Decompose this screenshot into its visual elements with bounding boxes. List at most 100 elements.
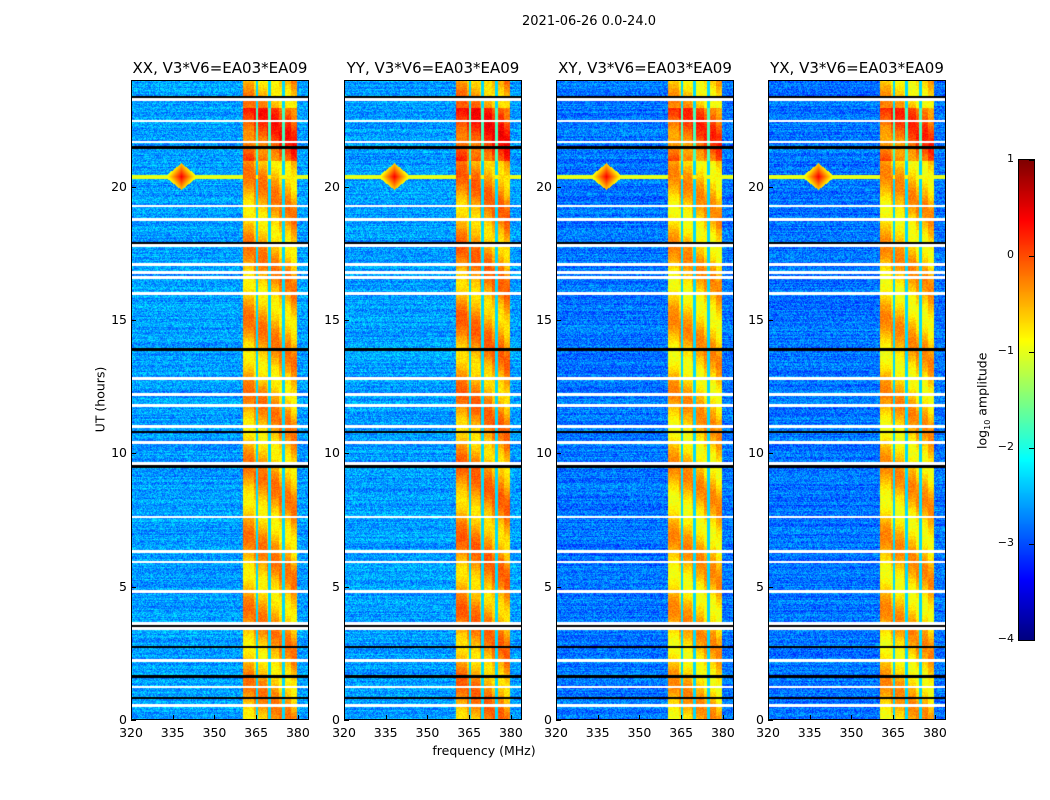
y-tick xyxy=(344,186,349,188)
x-tick xyxy=(469,715,471,720)
x-tick-label: 320 xyxy=(332,725,356,740)
colorbar-tick xyxy=(1029,448,1034,449)
y-tick-label: 20 xyxy=(111,178,127,194)
y-tick xyxy=(768,320,773,321)
y-tick xyxy=(131,586,136,588)
x-tick xyxy=(597,715,599,720)
y-tick-label: 0 xyxy=(544,712,552,727)
x-tick xyxy=(510,715,512,720)
x-tick xyxy=(297,715,299,720)
colorbar-tick xyxy=(1029,640,1034,641)
y-tick xyxy=(344,586,349,588)
x-tick-label: 365 xyxy=(457,725,482,740)
y-tick-label: 0 xyxy=(332,712,340,727)
x-tick xyxy=(556,715,557,720)
y-tick-label: 10 xyxy=(536,445,552,461)
colorbar-label-sub: 10 xyxy=(982,419,992,430)
spectrogram-image xyxy=(769,81,945,719)
y-tick-label: 10 xyxy=(324,445,340,461)
y-tick xyxy=(131,453,136,455)
spectrogram-panel xyxy=(556,80,734,720)
spectrogram-image xyxy=(345,81,521,719)
colorbar-tick-label: −4 xyxy=(997,632,1014,645)
y-tick-label: 20 xyxy=(324,178,340,194)
y-tick xyxy=(344,320,349,321)
panel-title: XX, V3*V6=EA03*EA09 xyxy=(132,59,308,77)
y-tick xyxy=(131,186,136,188)
x-tick xyxy=(722,715,724,720)
x-tick-label: 320 xyxy=(119,725,143,740)
x-axis-label: frequency (MHz) xyxy=(432,743,536,758)
spectrogram-image xyxy=(132,81,308,719)
y-tick xyxy=(768,720,773,721)
x-tick xyxy=(809,715,811,720)
x-tick-label: 335 xyxy=(373,725,398,740)
x-tick-label: 350 xyxy=(627,725,652,740)
x-tick xyxy=(893,715,895,720)
colorbar-tick-label: −3 xyxy=(997,536,1014,549)
panel-title: YY, V3*V6=EA03*EA09 xyxy=(346,59,520,77)
x-tick-label: 380 xyxy=(922,725,947,740)
x-tick-label: 365 xyxy=(881,725,906,740)
y-tick-label: 5 xyxy=(332,578,340,594)
y-tick xyxy=(131,720,136,721)
spectrogram-image xyxy=(557,81,733,719)
x-tick-label: 380 xyxy=(710,725,735,740)
y-tick xyxy=(768,586,773,588)
spectrogram-panel xyxy=(768,80,946,720)
y-tick-label: 0 xyxy=(756,712,764,727)
spectrogram-panel xyxy=(344,80,522,720)
x-tick-label: 350 xyxy=(202,725,227,740)
y-tick xyxy=(131,320,136,321)
x-tick-label: 350 xyxy=(415,725,440,740)
x-tick xyxy=(681,715,683,720)
colorbar xyxy=(1018,159,1035,641)
y-tick-label: 10 xyxy=(111,445,127,461)
y-axis-label: UT (hours) xyxy=(92,366,108,433)
x-tick xyxy=(214,715,216,720)
x-tick-label: 335 xyxy=(585,725,610,740)
colorbar-tick xyxy=(1029,160,1034,161)
x-tick-label: 365 xyxy=(669,725,694,740)
x-tick xyxy=(131,715,132,720)
y-tick-label: 15 xyxy=(324,312,340,327)
y-tick-label: 5 xyxy=(119,578,127,594)
x-tick-label: 365 xyxy=(244,725,269,740)
y-tick xyxy=(556,720,561,721)
x-tick-label: 320 xyxy=(756,725,780,740)
y-tick-label: 20 xyxy=(536,178,552,194)
x-tick xyxy=(344,715,345,720)
colorbar-tick-label: 0 xyxy=(1007,248,1014,261)
x-tick xyxy=(172,715,174,720)
colorbar-tick-label: −2 xyxy=(997,440,1014,453)
y-tick-label: 15 xyxy=(111,312,127,327)
y-tick xyxy=(344,453,349,455)
x-tick-label: 335 xyxy=(797,725,822,740)
y-tick-label: 15 xyxy=(536,312,552,327)
y-tick xyxy=(768,186,773,188)
y-tick-label: 5 xyxy=(544,578,552,594)
colorbar-label-text: amplitude xyxy=(974,352,990,420)
spectrogram-panel xyxy=(131,80,309,720)
colorbar-tick-label: 1 xyxy=(1007,152,1014,165)
y-tick xyxy=(556,586,561,588)
y-tick-label: 0 xyxy=(119,712,127,727)
colorbar-tick xyxy=(1029,544,1034,545)
y-tick xyxy=(556,320,561,321)
colorbar-tick xyxy=(1029,352,1034,353)
panel-title: XY, V3*V6=EA03*EA09 xyxy=(558,59,732,77)
x-tick xyxy=(427,715,429,720)
y-tick-label: 10 xyxy=(748,445,764,461)
colorbar-tick-label: −1 xyxy=(997,344,1014,357)
x-tick xyxy=(851,715,853,720)
panel-title: YX, V3*V6=EA03*EA09 xyxy=(770,59,944,77)
x-tick-label: 380 xyxy=(498,725,523,740)
y-tick xyxy=(768,453,773,455)
y-tick xyxy=(344,720,349,721)
x-tick-label: 320 xyxy=(544,725,568,740)
x-tick xyxy=(768,715,769,720)
x-tick-label: 380 xyxy=(285,725,310,740)
y-tick-label: 15 xyxy=(748,312,764,327)
colorbar-tick xyxy=(1029,256,1034,257)
